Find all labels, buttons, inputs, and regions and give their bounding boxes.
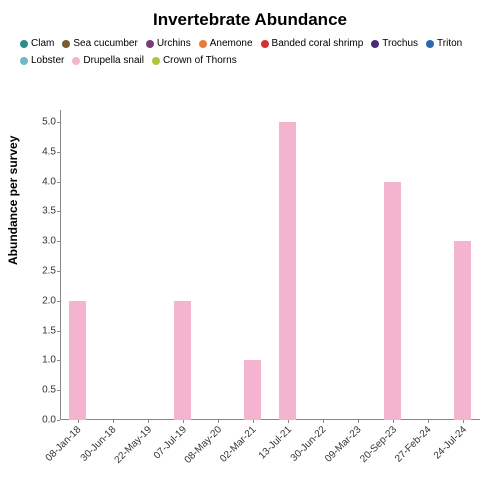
legend-item: Crown of Thorns (152, 53, 237, 70)
x-tick-mark (218, 420, 219, 423)
x-tick-mark (253, 420, 254, 423)
y-tick-label: 4.5 (30, 146, 60, 157)
legend-item: Drupella snail (72, 53, 144, 70)
chart-title: Invertebrate Abundance (0, 0, 500, 30)
legend-label: Sea cucumber (73, 38, 137, 49)
legend-label: Drupella snail (83, 55, 144, 66)
y-tick-label: 2.5 (30, 265, 60, 276)
legend-item: Lobster (20, 53, 64, 70)
legend-dot (371, 40, 379, 48)
x-tick-label: 30-Jun-22 (289, 424, 329, 464)
y-tick-label: 4.0 (30, 176, 60, 187)
x-tick-mark (288, 420, 289, 423)
y-axis-label: Abundance per survey (6, 136, 20, 265)
y-tick-label: 1.0 (30, 355, 60, 366)
y-tick-label: 3.0 (30, 236, 60, 247)
chart-container: Invertebrate Abundance Clam Sea cucumber U… (0, 0, 500, 500)
x-tick-label: 09-Mar-23 (323, 424, 363, 464)
legend-item: Anemone (199, 36, 253, 53)
y-tick-label: 1.5 (30, 325, 60, 336)
y-tick-mark (57, 182, 60, 183)
legend-dot (152, 57, 160, 65)
legend-item: Trochus (371, 36, 418, 53)
legend-label: Triton (437, 38, 462, 49)
y-tick-label: 3.5 (30, 206, 60, 217)
x-tick-label: 22-May-19 (112, 424, 154, 466)
legend-label: Lobster (31, 55, 64, 66)
x-tick-label: 02-Mar-21 (218, 424, 258, 464)
legend-item: Urchins (146, 36, 191, 53)
y-tick-mark (57, 420, 60, 421)
y-tick-mark (57, 152, 60, 153)
legend-dot (20, 57, 28, 65)
legend-label: Trochus (382, 38, 418, 49)
x-tick-label: 24-Jul-24 (432, 424, 469, 461)
legend-dot (62, 40, 70, 48)
legend-dot (261, 40, 269, 48)
x-tick-mark (148, 420, 149, 423)
bar (69, 301, 87, 420)
x-tick-label: 08-Jan-18 (44, 424, 84, 464)
bar (244, 360, 262, 420)
legend-item: Triton (426, 36, 462, 53)
legend-label: Urchins (157, 38, 191, 49)
chart-legend: Clam Sea cucumber Urchins Anemone Banded cor… (0, 30, 500, 71)
y-tick-label: 5.0 (30, 116, 60, 127)
x-tick-label: 27-Feb-24 (393, 424, 433, 464)
legend-dot (426, 40, 434, 48)
y-tick-mark (57, 360, 60, 361)
x-tick-mark (78, 420, 79, 423)
x-tick-mark (183, 420, 184, 423)
legend-label: Crown of Thorns (163, 55, 237, 66)
x-axis-line (60, 419, 480, 420)
y-tick-mark (57, 390, 60, 391)
legend-item: Clam (20, 36, 54, 53)
plot-area: 0.00.51.01.52.02.53.03.54.04.55.008-Jan-… (60, 110, 480, 420)
legend-dot (146, 40, 154, 48)
y-tick-mark (57, 331, 60, 332)
legend-label: Anemone (210, 38, 253, 49)
legend-dot (20, 40, 28, 48)
x-tick-mark (113, 420, 114, 423)
x-tick-mark (393, 420, 394, 423)
y-tick-mark (57, 301, 60, 302)
legend-label: Banded coral shrimp (272, 38, 364, 49)
y-axis-line (60, 110, 61, 420)
y-tick-mark (57, 211, 60, 212)
y-tick-mark (57, 271, 60, 272)
bar (384, 182, 402, 420)
bar (454, 241, 472, 420)
legend-item: Sea cucumber (62, 36, 137, 53)
x-tick-label: 20-Sep-23 (358, 424, 399, 465)
x-tick-mark (323, 420, 324, 423)
legend-dot (199, 40, 207, 48)
legend-label: Clam (31, 38, 54, 49)
legend-dot (72, 57, 80, 65)
x-tick-mark (428, 420, 429, 423)
x-tick-mark (358, 420, 359, 423)
y-tick-label: 0.0 (30, 415, 60, 426)
bar (279, 122, 297, 420)
x-tick-mark (463, 420, 464, 423)
legend-item: Banded coral shrimp (261, 36, 364, 53)
y-tick-label: 2.0 (30, 295, 60, 306)
y-tick-mark (57, 241, 60, 242)
bar (174, 301, 192, 420)
y-tick-label: 0.5 (30, 385, 60, 396)
y-tick-mark (57, 122, 60, 123)
